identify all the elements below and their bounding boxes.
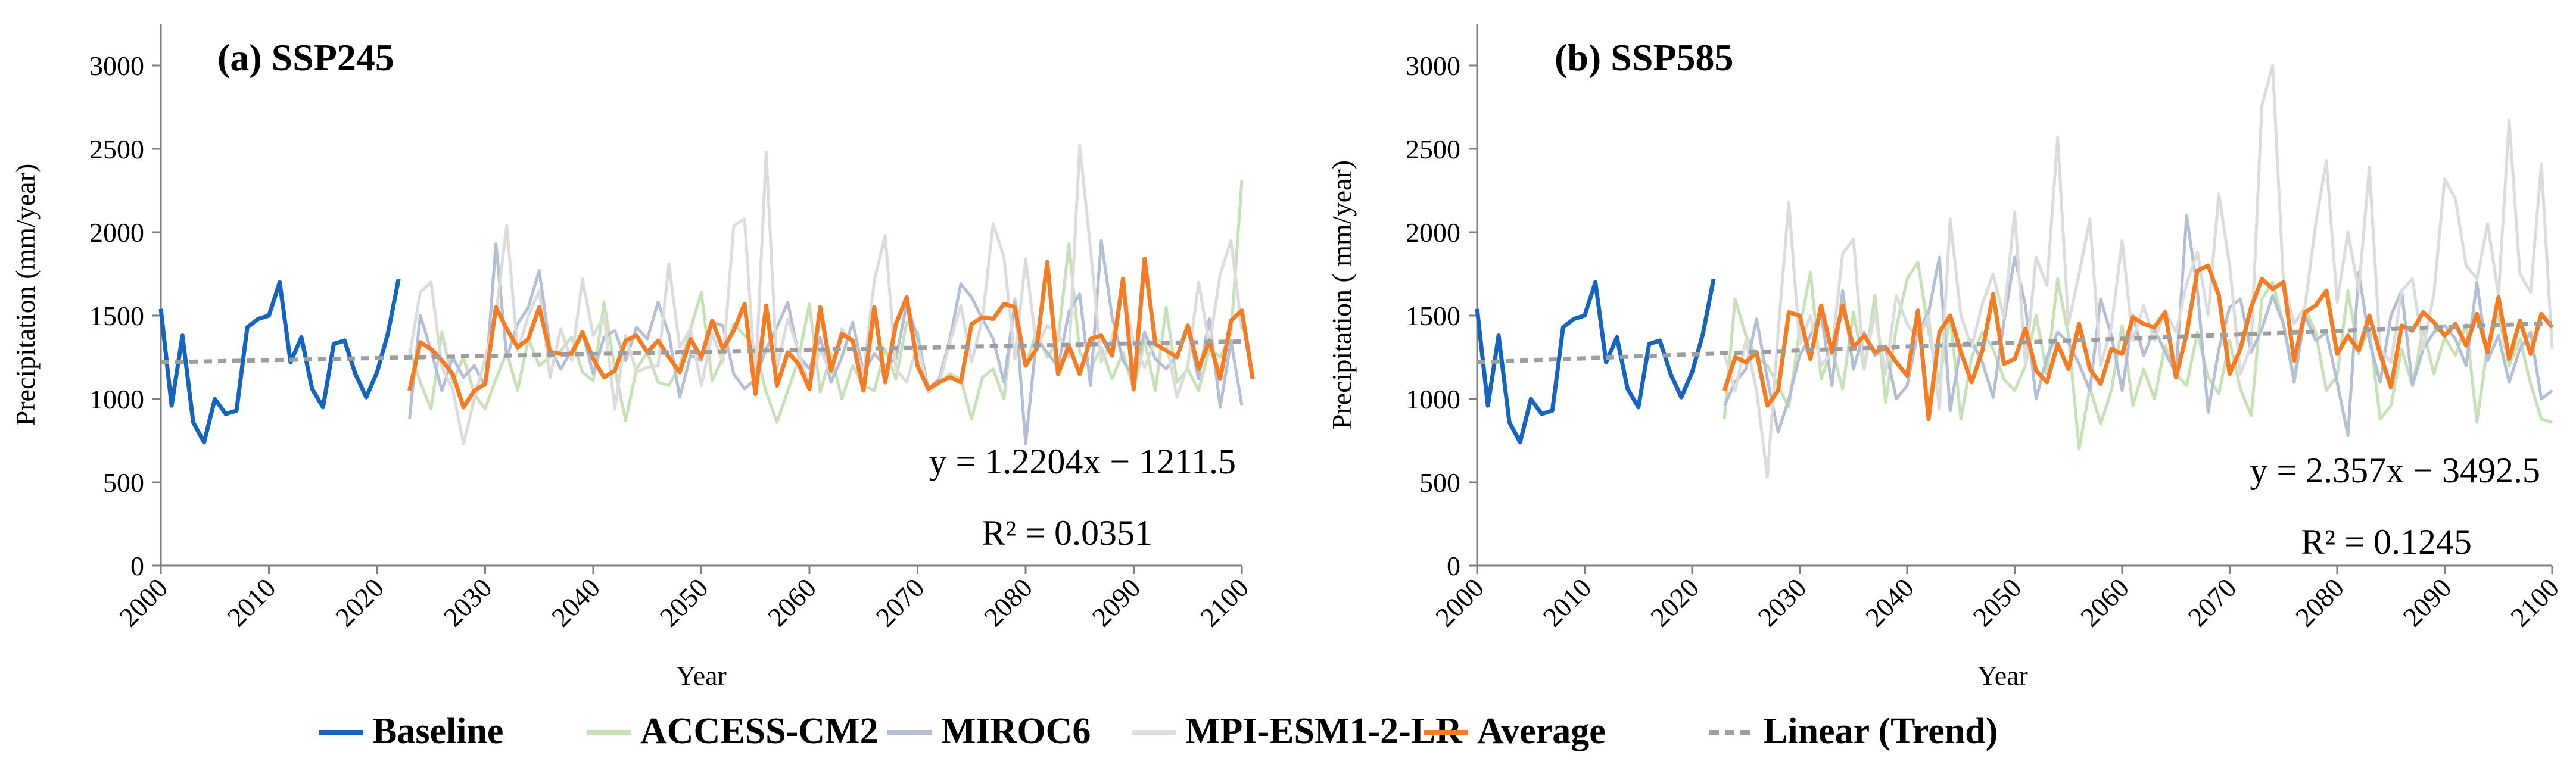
y-tick-label: 1000 [89,384,144,414]
x-tick-label: 2020 [329,572,390,632]
y-tick-label: 1500 [89,301,144,331]
x-tick-label: 2070 [2182,572,2242,632]
y-tick-label: 2500 [1406,134,1460,164]
x-tick-label: 2030 [437,572,497,632]
x-tick-label: 2080 [978,572,1038,632]
y-tick-label: 3000 [1406,51,1460,81]
y-tick-label: 500 [103,467,144,498]
x-tick-label: 2010 [1537,572,1597,632]
legend-label-trend: Linear (Trend) [1763,711,1998,751]
y-tick-label: 0 [1447,551,1460,581]
x-tick-label: 2000 [1429,572,1490,632]
y-axis-title: Precipitation (mm/year) [10,164,41,426]
y-tick-label: 1500 [1406,301,1460,331]
y-tick-label: 2500 [89,134,144,164]
series-line-average [1722,263,2554,422]
series-line-baseline [1475,278,1716,445]
trend-r2: R² = 0.1245 [2301,522,2472,561]
y-tick-label: 3000 [89,51,144,81]
x-tick-label: 2090 [2397,572,2457,632]
trend-r2: R² = 0.0351 [982,513,1152,553]
x-axis-title: Year [676,660,727,691]
x-tick-label: 2030 [1752,572,1812,632]
x-tick-label: 2040 [1859,572,1920,632]
x-tick-label: 2020 [1644,572,1705,632]
legend-label-mpi: MPI-ESM1-2-LR [1185,711,1463,751]
x-axis-title: Year [1977,660,2028,691]
series-line-baseline [158,278,401,445]
panel-title: (b) SSP585 [1555,36,1734,79]
y-axis-title: Precipitation ( mm/year) [1326,160,1357,429]
y-tick-label: 2000 [89,217,144,248]
series-line-mpi [408,144,1244,446]
x-tick-label: 2040 [546,572,606,632]
series-line-average [407,257,1255,410]
panel-ssp245: 0 500 1000 1500 2000 2500 3000 2000 2010 2020 2030… [10,24,1255,691]
x-tick-label: 2090 [1086,572,1146,632]
x-tick-label: 2100 [2505,572,2565,632]
series-line-trend [1477,321,2553,364]
legend: Baseline ACCESS-CM2 MIROC6 MPI-ESM1-2-LR Ave… [319,711,1998,751]
x-tick-label: 2060 [2074,572,2135,632]
legend-label-miroc: MIROC6 [941,711,1091,751]
series-line-mpi [1722,64,2554,479]
legend-label-access: ACCESS-CM2 [640,711,879,751]
panel-ssp585: 0 500 1000 1500 2000 2500 3000 2000 2010 2020 2030… [1326,24,2565,691]
x-tick-label: 2050 [653,572,714,632]
x-tick-label: 2080 [2290,572,2350,632]
x-tick-label: 2100 [1194,572,1254,632]
legend-label-baseline: Baseline [372,711,503,751]
panel-title: (a) SSP245 [217,36,394,79]
y-tick-label: 0 [130,551,144,581]
series-line-access [1722,260,2553,451]
y-tick-label: 2000 [1406,217,1460,248]
x-tick-label: 2050 [1967,572,2027,632]
x-tick-label: 2000 [113,572,173,632]
y-tick-label: 500 [1419,467,1460,498]
y-tick-label: 1000 [1406,384,1460,414]
series-line-trend [160,339,1242,364]
trend-equation: y = 2.357x − 3492.5 [2250,451,2540,490]
x-tick-label: 2060 [762,572,822,632]
x-tick-label: 2010 [221,572,281,632]
legend-label-average: Average [1477,711,1606,751]
x-tick-label: 2070 [870,572,930,632]
trend-equation: y = 1.2204x − 1211.5 [929,442,1236,481]
